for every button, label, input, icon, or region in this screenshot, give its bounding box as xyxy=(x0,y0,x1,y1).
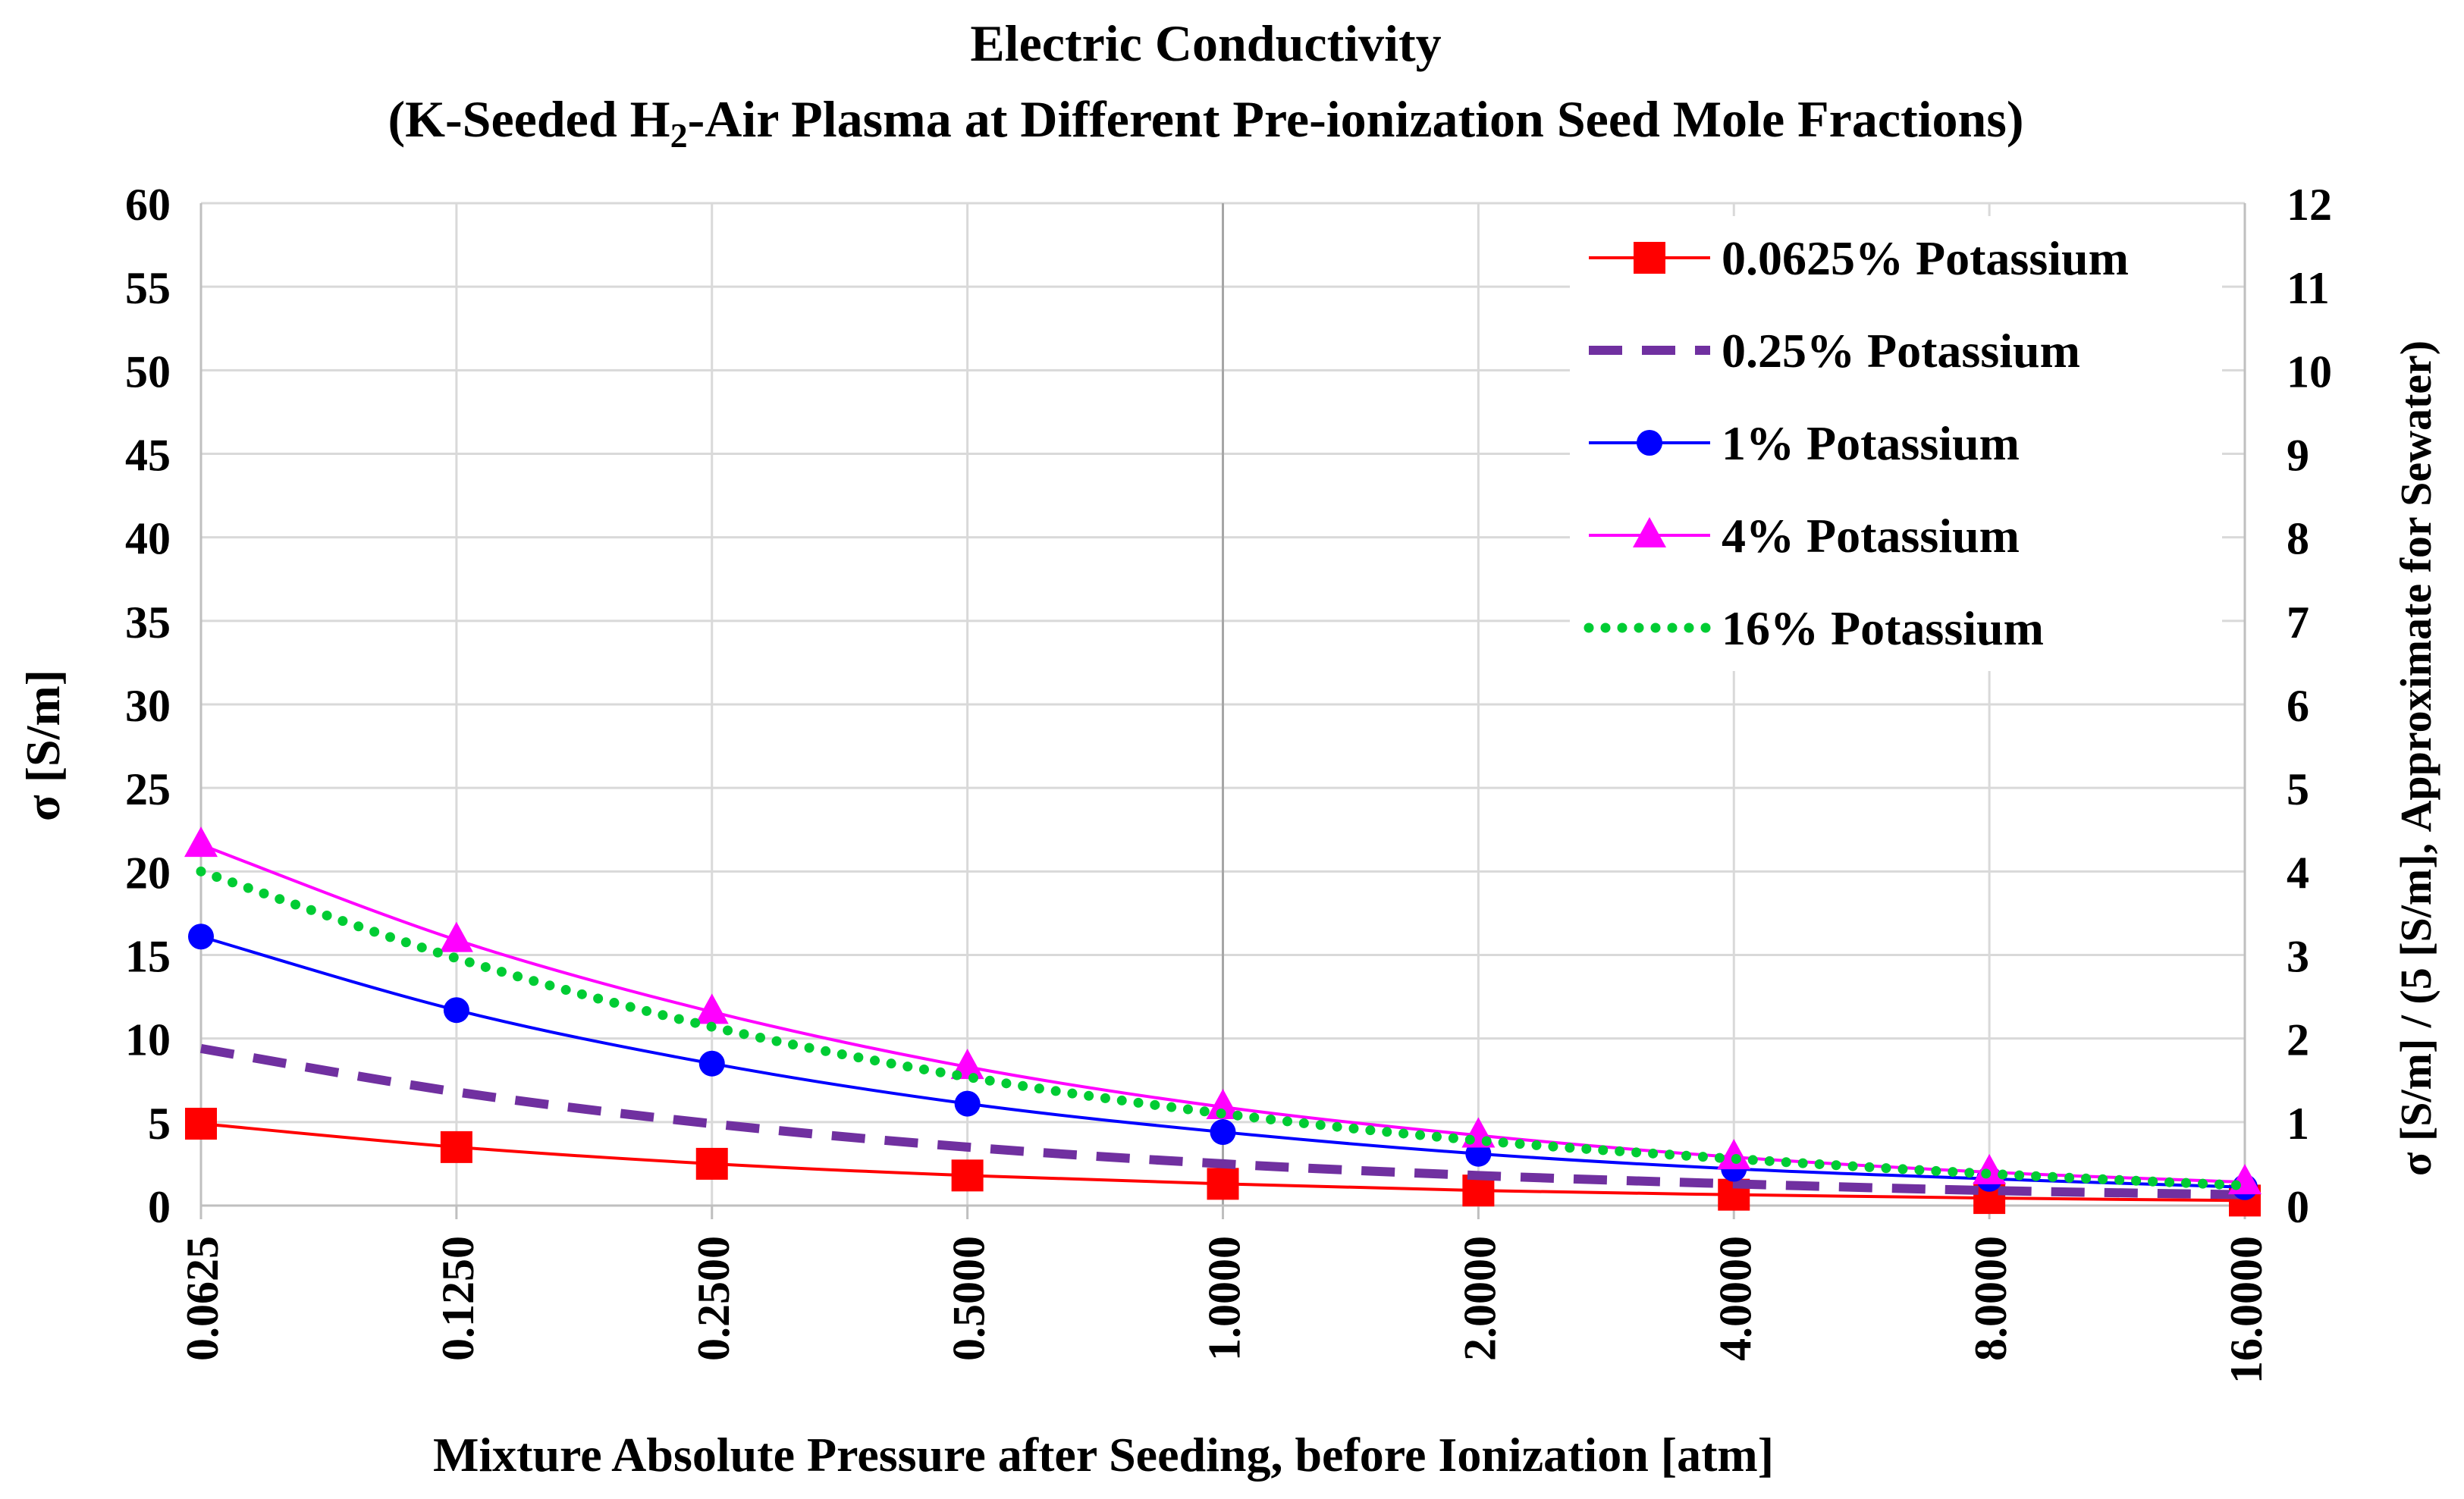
y2-tick-label: 11 xyxy=(2287,263,2330,313)
y2-tick-label: 2 xyxy=(2287,1015,2309,1065)
y2-tick-label: 5 xyxy=(2287,764,2309,814)
data-point xyxy=(1207,1168,1239,1200)
data-point xyxy=(695,1147,728,1180)
y-axis-label: σ [S/m] xyxy=(16,670,70,821)
data-point xyxy=(2228,1164,2262,1195)
x-tick-label: 0.0625 xyxy=(177,1236,228,1361)
data-point xyxy=(440,1131,472,1163)
y-tick-label: 55 xyxy=(125,263,171,313)
legend-marker xyxy=(1634,242,1665,274)
data-point xyxy=(1973,1153,2007,1184)
data-point xyxy=(954,1090,981,1117)
x-tick-label: 1.0000 xyxy=(1200,1236,1250,1361)
data-point xyxy=(443,997,469,1024)
legend-item: 0.25% Potassium xyxy=(1589,324,2080,378)
y2-tick-label: 3 xyxy=(2287,932,2309,982)
series-2 xyxy=(199,1043,2246,1200)
series-line xyxy=(196,866,2250,1191)
y-tick-labels: 0 5 10 15 20 25 30 35 40 45 50 55 60 xyxy=(125,180,171,1232)
legend-label: 4% Potassium xyxy=(1722,509,2020,563)
y2-tick-label: 12 xyxy=(2287,180,2332,230)
x-tick-label: 0.1250 xyxy=(433,1236,483,1361)
x-tick-label: 0.5000 xyxy=(944,1236,994,1361)
chart-title: Electric Conductivity xyxy=(970,14,1441,72)
grid xyxy=(201,202,2245,1206)
y-tick-label: 10 xyxy=(125,1015,171,1065)
series-layer xyxy=(184,826,2262,1217)
y2-tick-label: 9 xyxy=(2287,431,2309,481)
x-tick-label: 2.0000 xyxy=(1455,1236,1505,1361)
chart-subtitle: (K-Seeded H2-Air Plasma at Different Pre… xyxy=(388,90,2023,155)
subtitle-subscript: 2 xyxy=(670,116,688,155)
data-point xyxy=(185,1108,217,1140)
series-5 xyxy=(196,866,2250,1191)
y2-tick-label: 10 xyxy=(2287,347,2332,397)
axes xyxy=(199,203,2246,1219)
legend-item: 16% Potassium xyxy=(1584,601,2044,655)
x-axis-label: Mixture Absolute Pressure after Seeding,… xyxy=(433,1428,1774,1482)
data-point xyxy=(439,921,473,952)
data-point xyxy=(1717,1139,1751,1170)
subtitle-part-2: -Air Plasma at Different Pre-ionization … xyxy=(688,90,2024,148)
x-tick-labels: 0.0625 0.1250 0.2500 0.5000 1.0000 2.0000 4.00… xyxy=(177,1236,2271,1384)
data-point xyxy=(1210,1119,1236,1146)
legend-label: 0.0625% Potassium xyxy=(1722,231,2129,285)
data-point xyxy=(695,993,729,1024)
legend-marker xyxy=(1637,430,1662,456)
x-tick-label: 16.0000 xyxy=(2221,1236,2271,1384)
y-tick-label: 40 xyxy=(125,514,171,564)
data-point xyxy=(698,1050,725,1077)
y-tick-label: 60 xyxy=(125,180,171,230)
legend-item: 4% Potassium xyxy=(1589,509,2020,563)
legend-marker xyxy=(1633,517,1666,547)
legend-label: 0.25% Potassium xyxy=(1722,324,2080,378)
y-tick-label: 35 xyxy=(125,597,171,648)
data-point xyxy=(951,1159,984,1192)
legend-label: 1% Potassium xyxy=(1722,416,2020,470)
x-tick-label: 8.0000 xyxy=(1966,1236,2016,1361)
subtitle-part-1: (K-Seeded H xyxy=(388,90,670,148)
x-tick-label: 0.2500 xyxy=(689,1236,739,1361)
y2-tick-label: 7 xyxy=(2287,597,2309,648)
y-tick-label: 45 xyxy=(125,431,171,481)
y-tick-label: 25 xyxy=(125,764,171,814)
x-tick-label: 4.0000 xyxy=(1710,1236,1760,1361)
legend-item: 0.0625% Potassium xyxy=(1589,231,2129,285)
y2-tick-label: 6 xyxy=(2287,681,2309,731)
series-line xyxy=(199,1043,2246,1200)
data-point xyxy=(184,826,218,858)
legend: 0.0625% Potassium 0.25% Potassium 1% Potas… xyxy=(1570,216,2222,671)
y-tick-label: 20 xyxy=(125,848,171,898)
data-point xyxy=(1206,1089,1240,1120)
y-tick-label: 5 xyxy=(148,1099,171,1149)
y2-tick-label: 4 xyxy=(2287,848,2309,898)
y-tick-label: 0 xyxy=(148,1182,171,1232)
y-tick-label: 30 xyxy=(125,681,171,731)
data-point xyxy=(188,924,214,950)
legend-label: 16% Potassium xyxy=(1722,601,2044,655)
legend-item: 1% Potassium xyxy=(1589,416,2020,470)
y2-tick-label: 1 xyxy=(2287,1099,2309,1149)
y-tick-label: 15 xyxy=(125,932,171,982)
y2-tick-label: 8 xyxy=(2287,514,2309,564)
y2-tick-label: 0 xyxy=(2287,1182,2309,1232)
y2-axis-label: σ [S/m] / (5 [S/m], Approximate for Sewa… xyxy=(2391,340,2440,1176)
y-tick-label: 50 xyxy=(125,347,171,397)
